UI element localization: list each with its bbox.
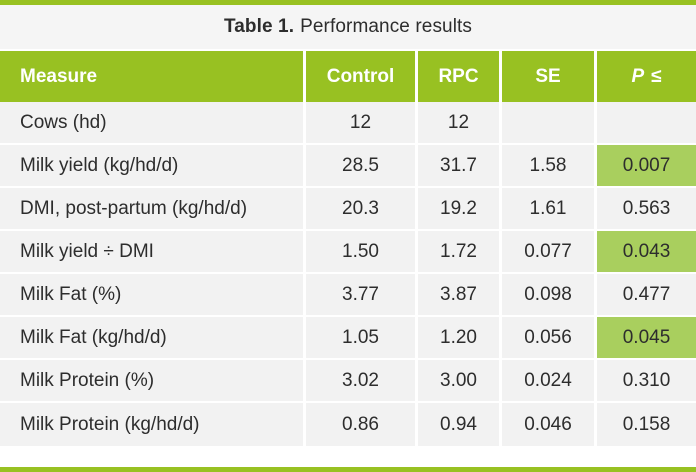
p-symbol: P: [631, 65, 645, 87]
control-cell: 28.5: [306, 145, 415, 186]
table-row-milk-fat-pct: Milk Fat (%) 3.77 3.87 0.098 0.477: [0, 274, 696, 317]
table-body: Cows (hd) 12 12 Milk yield (kg/hd/d) 28.…: [0, 102, 696, 464]
less-than-or-equal-icon: ≤: [651, 65, 662, 87]
table-header-row: Measure Control RPC SE P ≤: [0, 51, 696, 102]
rpc-cell: 0.94: [418, 403, 499, 446]
control-cell: 1.05: [306, 317, 415, 358]
header-cell-rpc: RPC: [418, 51, 499, 102]
control-cell: 12: [306, 102, 415, 143]
header-cell-measure: Measure: [0, 51, 303, 102]
se-cell: 0.056: [502, 317, 594, 358]
control-cell: 1.50: [306, 231, 415, 272]
table-row-milk-protein-kg: Milk Protein (kg/hd/d) 0.86 0.94 0.046 0…: [0, 403, 696, 446]
control-cell: 20.3: [306, 188, 415, 229]
se-cell: [502, 102, 594, 143]
table-title-number: Table 1.: [223, 16, 295, 37]
measure-cell: Milk Fat (kg/hd/d): [0, 317, 303, 358]
measure-cell: Milk yield ÷ DMI: [0, 231, 303, 272]
table-row-milk-protein-pct: Milk Protein (%) 3.02 3.00 0.024 0.310: [0, 360, 696, 403]
bottom-accent-bar: [0, 467, 696, 472]
p-cell: 0.563: [597, 188, 696, 229]
control-cell: 0.86: [306, 403, 415, 446]
table-title-text: Performance results: [300, 16, 473, 37]
p-cell: 0.043: [597, 231, 696, 272]
measure-cell: Milk Protein (kg/hd/d): [0, 403, 303, 446]
p-cell: 0.007: [597, 145, 696, 186]
se-cell: 1.61: [502, 188, 594, 229]
header-cell-p: P ≤: [597, 51, 696, 102]
se-cell: 0.024: [502, 360, 594, 401]
control-cell: 3.02: [306, 360, 415, 401]
rpc-cell: 12: [418, 102, 499, 143]
table-row-milk-yield-per-dmi: Milk yield ÷ DMI 1.50 1.72 0.077 0.043: [0, 231, 696, 274]
p-cell: [597, 102, 696, 143]
p-cell: 0.045: [597, 317, 696, 358]
control-cell: 3.77: [306, 274, 415, 315]
p-cell: 0.158: [597, 403, 696, 446]
se-cell: 1.58: [502, 145, 594, 186]
rpc-cell: 19.2: [418, 188, 499, 229]
se-cell: 0.098: [502, 274, 594, 315]
p-cell: 0.310: [597, 360, 696, 401]
measure-cell: Milk Protein (%): [0, 360, 303, 401]
rpc-cell: 3.00: [418, 360, 499, 401]
measure-cell: Milk Fat (%): [0, 274, 303, 315]
header-cell-control: Control: [306, 51, 415, 102]
rpc-cell: 3.87: [418, 274, 499, 315]
table-title: Table 1. Performance results: [0, 5, 696, 51]
table-row-milk-yield: Milk yield (kg/hd/d) 28.5 31.7 1.58 0.00…: [0, 145, 696, 188]
rpc-cell: 1.72: [418, 231, 499, 272]
header-cell-se: SE: [502, 51, 594, 102]
table-row-dmi-post-partum: DMI, post-partum (kg/hd/d) 20.3 19.2 1.6…: [0, 188, 696, 231]
rpc-cell: 1.20: [418, 317, 499, 358]
table-row-cows: Cows (hd) 12 12: [0, 102, 696, 145]
measure-cell: Cows (hd): [0, 102, 303, 143]
se-cell: 0.046: [502, 403, 594, 446]
rpc-cell: 31.7: [418, 145, 499, 186]
table-row-milk-fat-kg: Milk Fat (kg/hd/d) 1.05 1.20 0.056 0.045: [0, 317, 696, 360]
measure-cell: Milk yield (kg/hd/d): [0, 145, 303, 186]
p-cell: 0.477: [597, 274, 696, 315]
se-cell: 0.077: [502, 231, 594, 272]
top-accent-bar: [0, 0, 696, 5]
measure-cell: DMI, post-partum (kg/hd/d): [0, 188, 303, 229]
